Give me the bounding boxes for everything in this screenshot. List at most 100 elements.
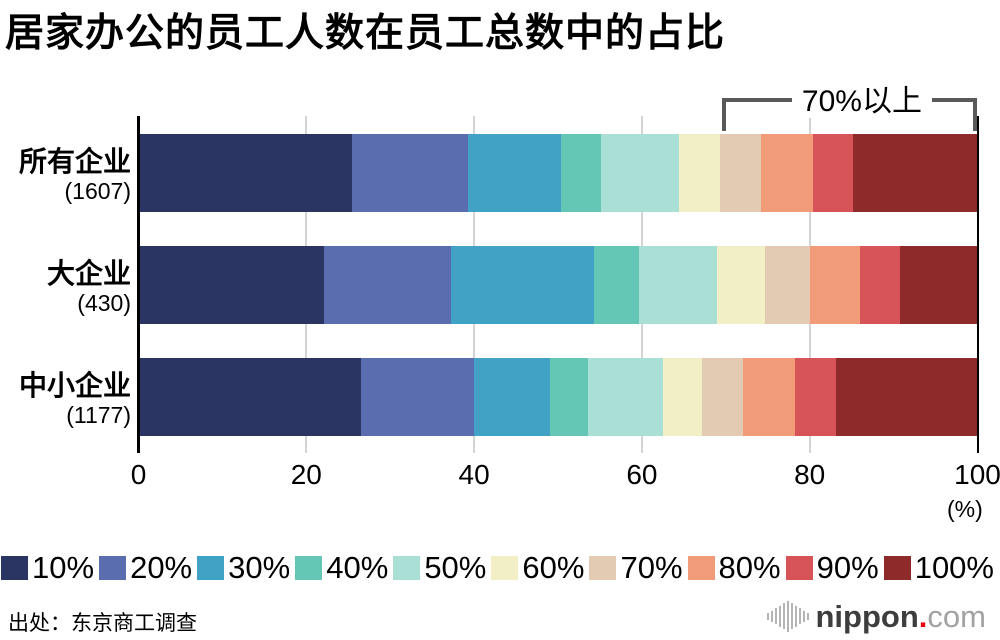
bar-segment — [899, 246, 977, 324]
legend-swatch — [785, 555, 813, 580]
legend-item: 50% — [393, 552, 486, 583]
legend-label: 30% — [228, 550, 291, 585]
bar-row — [140, 134, 977, 212]
x-tick-label: 0 — [130, 459, 147, 490]
chart-title: 居家办公的员工人数在员工总数中的占比 — [5, 12, 726, 55]
x-axis-unit-label: (%) — [947, 496, 983, 522]
bar-segment — [451, 246, 594, 324]
legend-item: 70% — [589, 550, 683, 585]
bar-segment — [836, 358, 977, 436]
bar-segment — [638, 246, 718, 324]
logo-bar — [770, 610, 773, 622]
row-count: (430) — [77, 290, 131, 317]
bar-segment — [678, 134, 720, 212]
x-tick-label: 40 — [458, 459, 490, 490]
row-label: 所有企业 (1607) — [0, 145, 131, 205]
legend-item: 10% — [1, 552, 94, 583]
legend-label: 70% — [620, 550, 683, 585]
bar-segment — [719, 134, 761, 212]
row-count: (1177) — [66, 402, 131, 429]
bar-segment — [701, 358, 744, 436]
logo-tld: com — [927, 598, 986, 634]
logo-bar — [790, 603, 793, 629]
legend-swatch — [197, 555, 225, 580]
x-tick-label: 100 — [954, 459, 1000, 490]
legend-swatch — [1, 555, 28, 580]
bar-segment — [140, 134, 352, 212]
bar-segment — [140, 246, 325, 324]
legend-swatch — [491, 555, 519, 580]
soundwave-circle-icon — [766, 599, 809, 633]
bar-segment — [859, 246, 900, 324]
legend-label: 20% — [130, 550, 193, 585]
legend-label: 10% — [32, 550, 95, 585]
bar-row — [140, 246, 977, 324]
bar-segment — [795, 358, 837, 436]
source-caption: 出处：东京商工调查 — [8, 612, 197, 635]
x-tick-label: 80 — [794, 459, 826, 490]
legend-label: 60% — [522, 550, 585, 585]
logo-bar — [794, 605, 797, 627]
legend-item: 60% — [491, 552, 584, 583]
logo-bar — [782, 603, 785, 629]
bar-row — [140, 358, 977, 436]
bar-segment — [587, 358, 664, 436]
bar-segment — [560, 134, 602, 212]
legend-label: 80% — [718, 550, 781, 585]
legend-swatch — [295, 555, 323, 580]
legend-swatch — [589, 555, 617, 580]
row-name: 所有企业 — [18, 146, 131, 177]
legend-item: 100% — [883, 550, 994, 585]
legend-item: 30% — [197, 552, 290, 583]
logo-bar — [778, 605, 781, 627]
logo-bar — [802, 610, 805, 622]
legend-label: 50% — [424, 550, 487, 585]
bar-segment — [351, 134, 469, 212]
nippon-logo: nippon.com — [766, 599, 987, 633]
legend-swatch — [99, 555, 127, 580]
legend-label: 90% — [816, 550, 879, 585]
bar-segment — [812, 134, 854, 212]
logo-bar — [798, 608, 801, 624]
row-name: 中小企业 — [18, 370, 131, 401]
bar-segment — [765, 246, 811, 324]
annotation-bracket: 70%以上 — [721, 85, 978, 131]
row-label: 中小企业 (1177) — [0, 369, 131, 429]
legend: 10% 20% 30% 40% 50% 60% 70% 80% 90% 100% — [1, 552, 994, 583]
logo-dot: . — [918, 598, 928, 634]
bar-segment — [810, 246, 860, 324]
bar-segment — [324, 246, 452, 324]
logo-bar — [766, 612, 769, 620]
logo-bar — [774, 608, 777, 624]
annotation-label: 70%以上 — [791, 85, 932, 118]
logo-wordmark: nippon.com — [816, 601, 987, 632]
row-count: (1607) — [64, 178, 131, 205]
legend-swatch — [883, 555, 911, 580]
legend-item: 40% — [295, 552, 388, 583]
logo-bar — [786, 600, 789, 632]
legend-item: 20% — [99, 552, 192, 583]
legend-swatch — [393, 555, 421, 580]
bar-segment — [550, 358, 588, 436]
bar-segment — [360, 358, 474, 436]
legend-item: 80% — [687, 550, 781, 585]
bar-segment — [853, 134, 977, 212]
x-tick-label: 20 — [290, 459, 322, 490]
bar-segment — [140, 358, 361, 436]
axis-line — [976, 116, 979, 453]
bar-segment — [743, 358, 796, 436]
legend-item: 90% — [785, 550, 879, 585]
x-tick-label: 60 — [626, 459, 658, 490]
bar-segment — [663, 358, 702, 436]
logo-bar — [806, 612, 809, 620]
logo-word: nippon — [815, 598, 919, 634]
row-name: 大企业 — [46, 258, 131, 289]
row-label: 大企业 (430) — [0, 257, 131, 317]
bar-segment — [717, 246, 766, 324]
bar-segment — [593, 246, 639, 324]
legend-label: 100% — [914, 550, 994, 585]
bar-segment — [468, 134, 561, 212]
axis-line — [137, 116, 140, 453]
bar-segment — [760, 134, 813, 212]
